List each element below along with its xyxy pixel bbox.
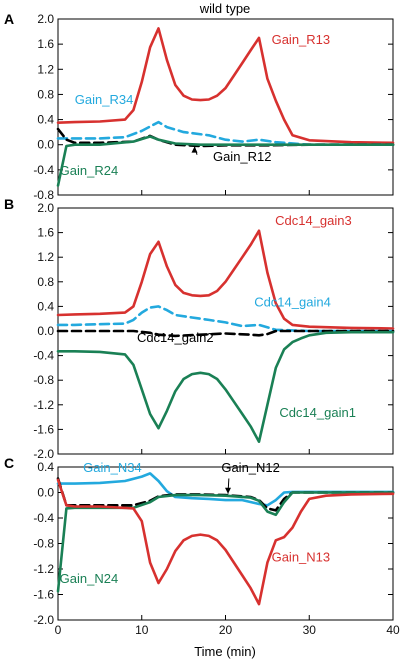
y-tick-label: -0.8 (33, 188, 54, 202)
y-tick-label: -1.6 (33, 588, 54, 602)
panel-letter-b: B (4, 196, 14, 212)
series-label-gain-n24: Gain_N24 (60, 571, 119, 586)
y-tick-label: 0.4 (37, 460, 54, 474)
x-axis-title: Time (min) (194, 644, 256, 659)
panel-b: -2.0 -1.6 -1.2 -0.8 -0.4 0.0 0.4 0.8 1.2 1.6 2.0 Cd… (33, 201, 395, 461)
series-line-gain-r24 (56, 135, 395, 187)
plot-frame (57, 466, 394, 621)
series-label-cdc14-gain3: Cdc14_gain3 (275, 213, 352, 228)
series-label-gain-n13: Gain_N13 (272, 549, 331, 564)
y-tick-label: 1.6 (37, 37, 54, 51)
y-tick-label: -0.4 (33, 163, 54, 177)
label-arrow-head (191, 146, 198, 153)
y-tick-label: 1.6 (37, 226, 54, 240)
y-tick-label: 0.8 (37, 87, 54, 101)
series-label-gain-r13: Gain_R13 (272, 32, 331, 47)
panel-letter-a: A (4, 11, 14, 27)
y-tick-label: 0.4 (37, 299, 54, 313)
series-line-cdc14-gain3 (56, 229, 395, 330)
y-tick-label: 0.8 (37, 275, 54, 289)
chart-title: wild type (199, 1, 251, 16)
y-tick-label: -2.0 (33, 613, 54, 627)
series-label-cdc14-gain2: Cdc14_gain2 (137, 330, 214, 345)
x-tick-label: 10 (135, 623, 149, 637)
series-line-cdc14-gain2 (56, 329, 395, 338)
series-line-cdc14-gain1 (56, 330, 395, 444)
y-tick-label: 2.0 (37, 201, 54, 215)
x-tick-label: 20 (219, 623, 233, 637)
series-line-gain-n13 (56, 478, 395, 606)
series-label-gain-r24: Gain_R24 (60, 163, 119, 178)
y-tick-label: 1.2 (37, 62, 54, 76)
series-line-gain-r34 (56, 120, 395, 146)
series-label-cdc14-gain4: Cdc14_gain4 (254, 294, 331, 309)
y-tick-label: -1.2 (33, 562, 54, 576)
y-tick-label: 0.0 (37, 138, 54, 152)
y-tick-label: -0.8 (33, 537, 54, 551)
series-line-gain-n34 (56, 472, 395, 507)
panel-letter-c: C (4, 455, 14, 471)
series-label-gain-r12: Gain_R12 (213, 149, 272, 164)
y-tick-label: 0.0 (37, 324, 54, 338)
label-arrow-head (225, 487, 232, 494)
panel-a: -0.8 -0.4 0.0 0.4 0.8 1.2 1.6 2.0 Gain_R13 Gain_R… (33, 12, 395, 202)
y-tick-label: 0.4 (37, 113, 54, 127)
panel-c: -2.0 -1.6 -1.2 -0.8 -0.4 0.0 0.4 0 10 20 30 40 Gain_… (33, 460, 400, 637)
y-tick-label: -0.4 (33, 349, 54, 363)
x-tick-label: 30 (303, 623, 317, 637)
y-tick-label: -1.6 (33, 422, 54, 436)
series-label-gain-r34: Gain_R34 (75, 92, 134, 107)
series-line-gain-r13 (56, 27, 395, 145)
y-tick-label: 1.2 (37, 250, 54, 264)
y-tick-label: 2.0 (37, 12, 54, 26)
series-line-cdc14-gain4 (56, 305, 395, 333)
y-tick-label: -2.0 (33, 447, 54, 461)
x-tick-label: 40 (386, 623, 400, 637)
y-tick-label: -0.8 (33, 373, 54, 387)
x-tick-label: 0 (55, 623, 62, 637)
y-tick-label: -0.4 (33, 511, 54, 525)
y-tick-label: -1.2 (33, 398, 54, 412)
y-tick-label: 0.0 (37, 486, 54, 500)
series-label-gain-n12: Gain_N12 (221, 460, 280, 475)
series-label-cdc14-gain1: Cdc14_gain1 (279, 405, 356, 420)
series-label-gain-n34: Gain_N34 (83, 460, 142, 475)
